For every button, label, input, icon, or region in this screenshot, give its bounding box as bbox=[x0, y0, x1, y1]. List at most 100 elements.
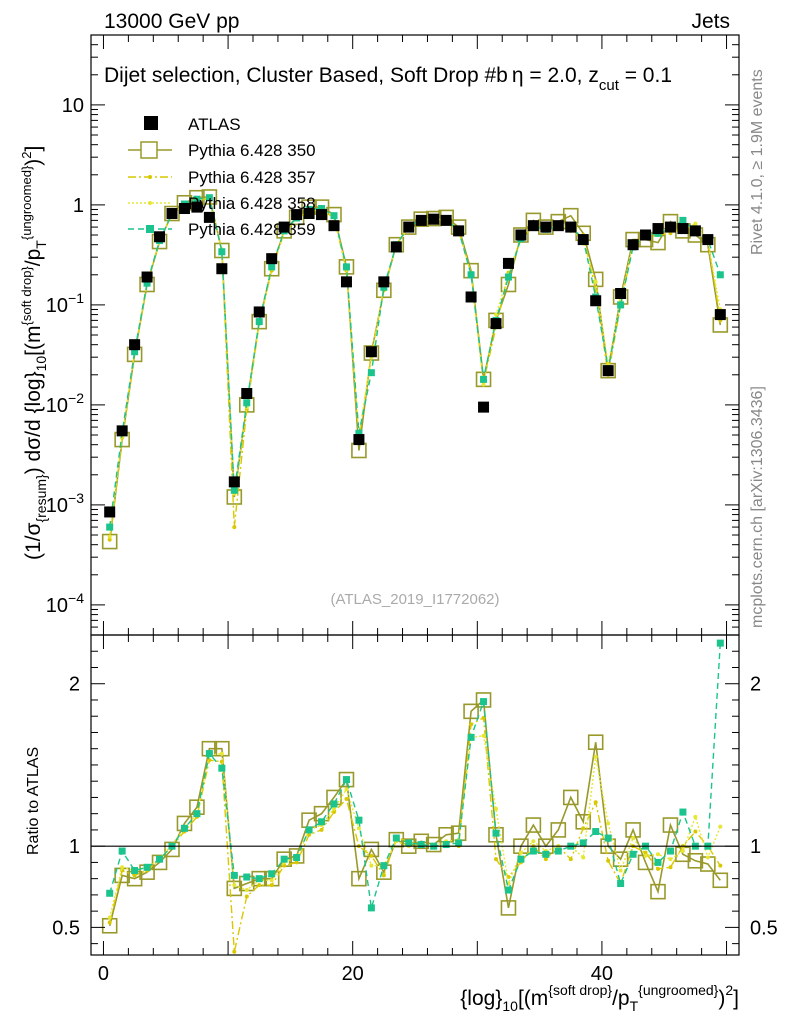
xlabel-part: ) bbox=[718, 987, 725, 1010]
data-point-atlas bbox=[104, 506, 116, 518]
data-point-357 bbox=[107, 537, 112, 542]
ratio-point-358 bbox=[581, 855, 586, 860]
y-tick-base: 10 bbox=[46, 495, 68, 517]
x-tick-label: 40 bbox=[591, 963, 613, 985]
ratio-point-359 bbox=[629, 850, 637, 858]
data-point-atlas bbox=[440, 214, 452, 226]
data-point-359 bbox=[205, 194, 213, 202]
data-point-atlas bbox=[403, 221, 415, 233]
ratio-point-350 bbox=[650, 883, 666, 900]
data-point-atlas bbox=[129, 339, 141, 351]
ratio-tick-label-left: 1 bbox=[69, 836, 80, 858]
data-point-359 bbox=[504, 273, 512, 281]
data-point-359 bbox=[330, 212, 338, 220]
ratio-point-357 bbox=[606, 858, 611, 863]
data-point-357 bbox=[232, 525, 237, 530]
data-point-atlas bbox=[291, 209, 303, 221]
ratio-point-358 bbox=[656, 852, 660, 857]
ratio-point-350 bbox=[351, 870, 367, 887]
ratio-point-358 bbox=[643, 853, 648, 858]
y-tick-label: 10−1 bbox=[46, 290, 84, 317]
legend-label-350: Pythia 6.428 350 bbox=[188, 141, 316, 160]
ratio-point-359 bbox=[679, 808, 687, 816]
xlabel-sup: {soft drop} bbox=[548, 982, 612, 998]
data-point-359 bbox=[679, 216, 687, 224]
ratio-point-357 bbox=[568, 857, 573, 862]
ratio-tick-label-right: 0.5 bbox=[750, 917, 778, 939]
xlabel-sub: T bbox=[630, 998, 639, 1014]
ratio-point-357 bbox=[718, 863, 723, 868]
data-point-atlas bbox=[278, 221, 290, 233]
ylabel-part: ) bbox=[22, 159, 45, 166]
x-axis-label: {log}10[(m{soft drop}/pT{ungroomed})2] bbox=[460, 982, 739, 1014]
data-point-atlas bbox=[216, 263, 228, 275]
ratio-plot-area bbox=[101, 639, 729, 954]
ratio-point-357 bbox=[593, 800, 598, 805]
ylabel-part: ) dσ/d {log} bbox=[22, 371, 45, 474]
data-point-359 bbox=[131, 348, 139, 356]
ratio-point-350 bbox=[687, 852, 704, 869]
ratio-point-358 bbox=[244, 888, 249, 893]
data-point-359 bbox=[467, 271, 475, 279]
ratio-point-359 bbox=[517, 855, 525, 863]
y-tick-base: 1 bbox=[73, 195, 84, 217]
data-point-atlas bbox=[689, 225, 701, 237]
ratio-point-359 bbox=[118, 847, 126, 855]
ratio-point-350 bbox=[587, 734, 604, 751]
data-point-359 bbox=[230, 486, 238, 494]
ratio-point-358 bbox=[369, 863, 374, 868]
data-point-atlas bbox=[303, 208, 315, 220]
data-point-atlas bbox=[353, 434, 365, 446]
ratio-point-357 bbox=[469, 722, 474, 727]
data-point-atlas bbox=[390, 241, 402, 253]
legend-label-359: Pythia 6.428 359 bbox=[188, 220, 316, 239]
ratio-point-358 bbox=[494, 806, 498, 811]
ratio-line-357 bbox=[109, 716, 721, 952]
ratio-point-350 bbox=[488, 826, 504, 843]
ratio-point-357 bbox=[269, 883, 274, 888]
data-point-atlas bbox=[664, 221, 676, 233]
data-point-atlas bbox=[378, 276, 390, 288]
ratio-point-359 bbox=[604, 834, 612, 842]
ratio-point-350 bbox=[550, 822, 567, 838]
legend-label-357: Pythia 6.428 357 bbox=[188, 168, 316, 187]
data-point-atlas bbox=[178, 203, 190, 215]
data-point-359 bbox=[143, 279, 151, 287]
ratio-point-350 bbox=[562, 789, 579, 806]
data-point-358 bbox=[107, 534, 112, 539]
ratio-point-359 bbox=[592, 828, 600, 836]
data-point-359 bbox=[255, 318, 263, 326]
ratio-point-358 bbox=[606, 821, 611, 826]
y-tick-base: 10 bbox=[46, 395, 68, 417]
data-point-atlas bbox=[340, 276, 352, 288]
data-point-atlas bbox=[565, 221, 577, 233]
ratio-point-350 bbox=[463, 703, 479, 720]
data-point-atlas bbox=[714, 309, 726, 321]
data-point-atlas bbox=[615, 288, 627, 300]
data-point-atlas bbox=[415, 214, 427, 226]
ratio-point-359 bbox=[579, 839, 587, 847]
ratio-point-350 bbox=[151, 854, 168, 871]
legend-label-atlas: ATLAS bbox=[188, 115, 241, 134]
data-point-atlas bbox=[478, 401, 490, 413]
ratio-point-358 bbox=[356, 826, 361, 831]
data-point-atlas bbox=[191, 201, 203, 213]
ratio-point-357 bbox=[369, 853, 374, 858]
data-point-atlas bbox=[540, 221, 552, 233]
data-point-350 bbox=[201, 189, 218, 205]
ratio-point-359 bbox=[330, 800, 338, 808]
ratio-point-358 bbox=[219, 751, 224, 756]
data-point-atlas bbox=[166, 208, 178, 220]
ratio-point-359 bbox=[268, 870, 276, 878]
ratio-point-358 bbox=[593, 754, 598, 759]
ylabel-sup: {ungroomed} bbox=[19, 165, 34, 240]
chart-title: Dijet selection, Cluster Based, Soft Dro… bbox=[104, 64, 672, 94]
ratio-point-359 bbox=[230, 871, 238, 879]
xlabel-part: ] bbox=[733, 987, 739, 1010]
analysis-watermark: (ATLAS_2019_I1772062) bbox=[330, 591, 499, 608]
ratio-point-359 bbox=[367, 904, 375, 912]
ratio-point-357 bbox=[294, 860, 299, 865]
ylabel-sub: {resum} bbox=[33, 474, 49, 523]
ylabel-part: (1/σ bbox=[22, 522, 45, 560]
